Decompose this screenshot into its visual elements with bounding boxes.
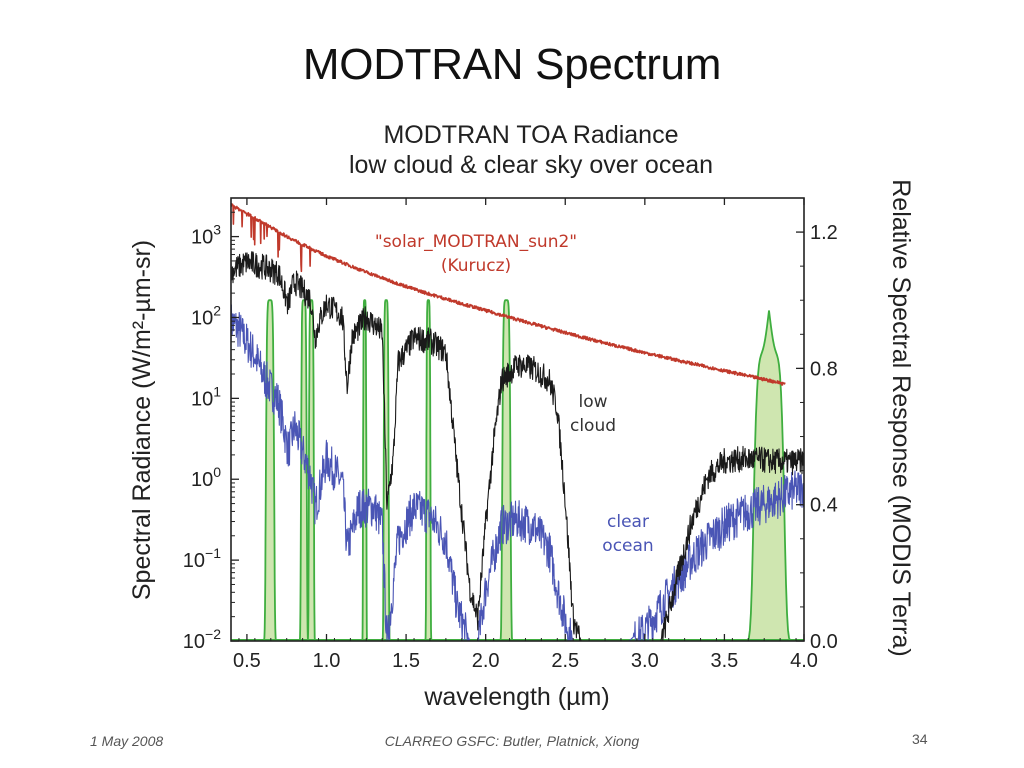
y-tick-label: 100 <box>191 464 221 491</box>
x-tick-label: 0.5 <box>233 650 261 672</box>
clear-ocean-series <box>231 304 804 641</box>
low-cloud-annotation: cloud <box>570 416 616 436</box>
solar-series <box>231 203 786 386</box>
page-number: 34 <box>912 731 928 747</box>
low-cloud-series <box>231 251 804 641</box>
series-annotations: "solar_MODTRAN_sun2" (Kurucz) low cloud clea… <box>375 232 654 556</box>
footer-credit: CLARREO GSFC: Butler, Platnick, Xiong <box>384 733 640 749</box>
plot-frame <box>230 197 805 642</box>
chart-subtitle: low cloud & clear sky over ocean <box>349 151 713 179</box>
y-axis-label: Spectral Radiance (W/m²-µm-sr) <box>128 240 156 600</box>
x-tick-label: 2.5 <box>551 650 579 672</box>
x-axis: 0.5 1.0 1.5 2.0 2.5 3.0 3.5 4.0 <box>233 198 818 672</box>
low-cloud-annotation: low <box>578 392 607 412</box>
y-tick-label: 103 <box>191 222 221 249</box>
clear-ocean-annotation: clear <box>607 512 649 532</box>
modis-band-4 <box>361 299 369 641</box>
x-tick-label: 3.0 <box>631 650 659 672</box>
y-tick-label: 101 <box>191 383 221 410</box>
modis-band-8 <box>738 310 800 641</box>
solar-annotation: (Kurucz) <box>441 256 511 276</box>
y2-tick-label: 1.2 <box>810 222 838 244</box>
clear-ocean-annotation: ocean <box>602 536 653 556</box>
y-tick-label: 102 <box>191 302 221 329</box>
plot-area <box>231 203 804 641</box>
y-axis-right: 0.0 0.4 0.8 1.2 <box>796 222 838 653</box>
y2-axis-label: Relative Spectral Response (MODIS Terra) <box>887 179 915 657</box>
modis-band-7 <box>498 299 515 641</box>
x-tick-label: 1.5 <box>392 650 420 672</box>
y2-tick-label: 0.4 <box>810 495 838 517</box>
y2-tick-label: 0.8 <box>810 358 838 380</box>
chart-title: MODTRAN TOA Radiance <box>383 121 678 149</box>
footer-date: 1 May 2008 <box>90 733 164 749</box>
x-tick-label: 4.0 <box>790 650 818 672</box>
x-tick-label: 3.5 <box>711 650 739 672</box>
y-tick-label: 10−1 <box>183 545 221 572</box>
slide-title: MODTRAN Spectrum <box>302 40 722 89</box>
x-axis-label: wavelength (µm) <box>423 683 609 711</box>
modis-band-1 <box>261 299 279 641</box>
solar-annotation: "solar_MODTRAN_sun2" <box>375 232 577 252</box>
y-tick-label: 10−2 <box>183 626 221 653</box>
x-tick-label: 2.0 <box>472 650 500 672</box>
y-axis-left: 103 102 101 100 10−1 10−2 <box>183 197 239 653</box>
y2-tick-label: 0.0 <box>810 631 838 653</box>
x-tick-label: 1.0 <box>313 650 341 672</box>
